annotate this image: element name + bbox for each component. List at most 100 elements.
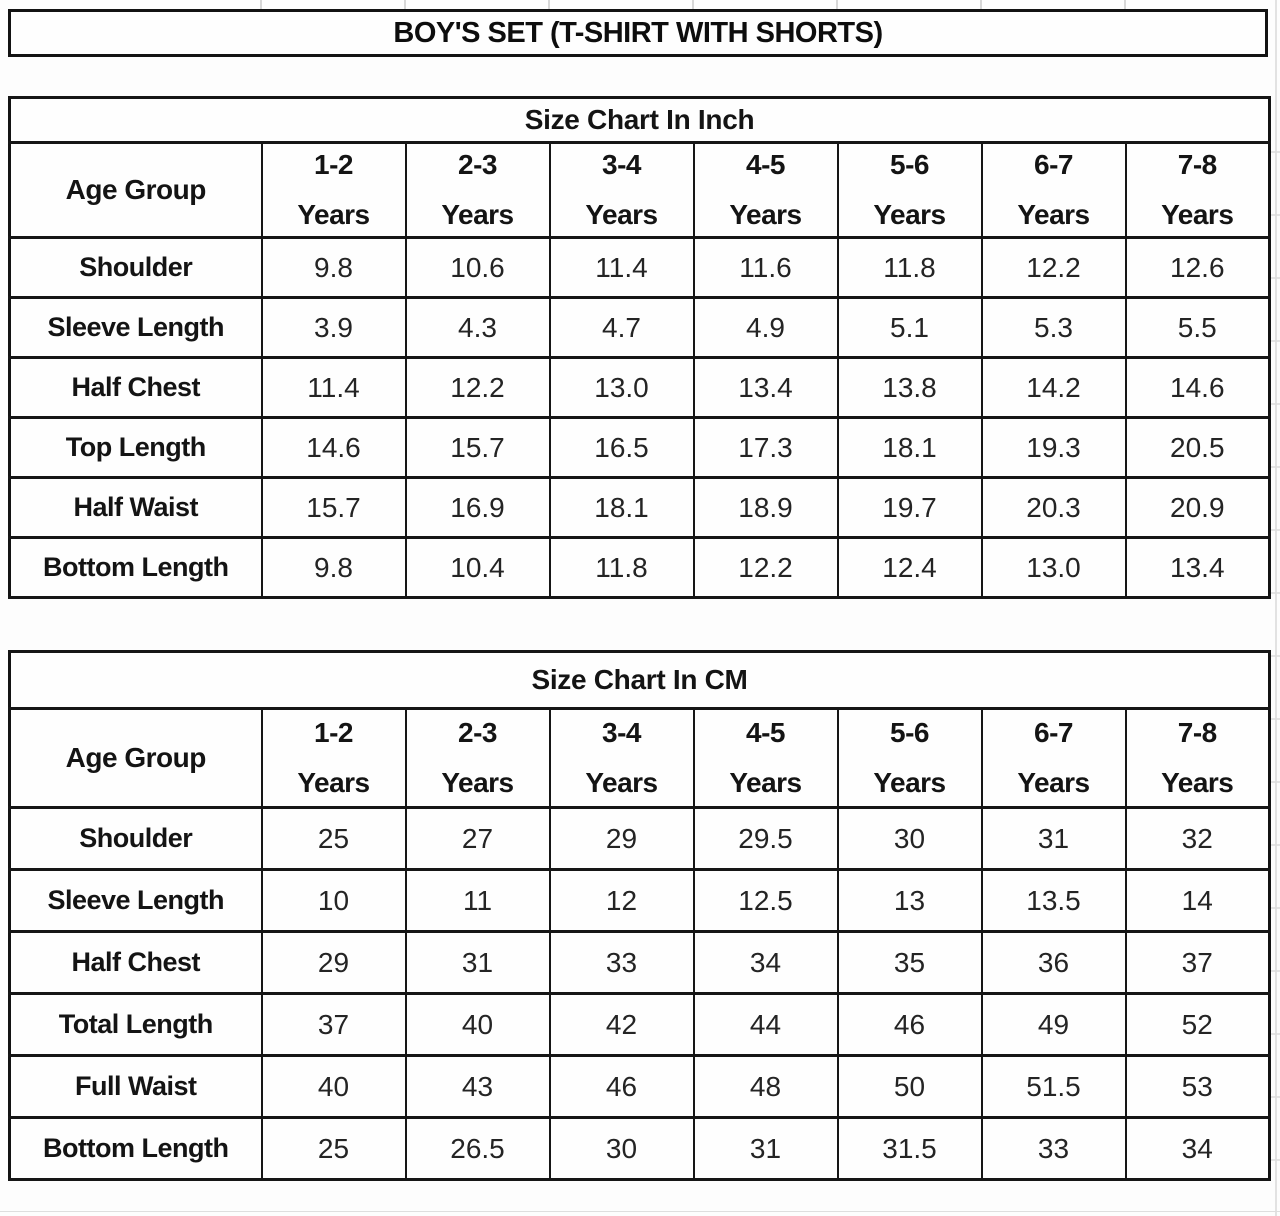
table-heading-cm: Size Chart In CM <box>8 650 1271 710</box>
value-cell: 18.1 <box>548 476 695 539</box>
value-cell: 46 <box>836 992 983 1057</box>
value-cell: 5.1 <box>836 296 983 359</box>
table-row: Half Chest 11.4 12.2 13.0 13.4 13.8 14.2 14.6 <box>8 356 1271 419</box>
table-row: Sleeve Length 10 11 12 12.5 13 13.5 14 <box>8 868 1271 933</box>
age-unit: Years <box>1017 767 1090 798</box>
row-label: Sleeve Length <box>8 868 263 933</box>
value-cell: 19.7 <box>836 476 983 539</box>
table-row: Half Chest 29 31 33 34 35 36 37 <box>8 930 1271 995</box>
value-cell: 12 <box>548 868 695 933</box>
value-cell: 11 <box>404 868 551 933</box>
age-range: 4-5 <box>746 149 785 180</box>
age-group-header: 6-7 Years <box>980 707 1127 809</box>
age-range: 3-4 <box>602 717 641 748</box>
table-body: Shoulder 25 27 29 29.5 30 31 32 Sleeve Length 10 1… <box>8 806 1271 1181</box>
value-cell: 20.9 <box>1124 476 1271 539</box>
table-heading-row: Size Chart In CM <box>8 650 1271 710</box>
gridline-tick <box>692 0 694 9</box>
gridline-tick <box>980 0 982 9</box>
value-cell: 11.4 <box>548 236 695 299</box>
value-cell: 19.3 <box>980 416 1127 479</box>
value-cell: 9.8 <box>260 536 407 599</box>
table-heading-row: Size Chart In Inch <box>8 96 1271 144</box>
table-body: Shoulder 9.8 10.6 11.4 11.6 11.8 12.2 12.6 Sleev… <box>8 236 1271 599</box>
age-range: 7-8 <box>1177 149 1217 180</box>
row-label: Bottom Length <box>8 536 263 599</box>
value-cell: 31 <box>980 806 1127 871</box>
value-cell: 36 <box>980 930 1127 995</box>
value-cell: 13.5 <box>980 868 1127 933</box>
value-cell: 10 <box>260 868 407 933</box>
value-cell: 13.0 <box>980 536 1127 599</box>
spreadsheet-gridline-bottom <box>0 1211 1280 1212</box>
row-label: Half Chest <box>8 356 263 419</box>
age-unit: Years <box>297 199 370 230</box>
row-label: Half Chest <box>8 930 263 995</box>
value-cell: 48 <box>692 1054 839 1119</box>
table-row: Half Waist 15.7 16.9 18.1 18.9 19.7 20.3 20.9 <box>8 476 1271 539</box>
age-unit: Years <box>729 199 802 230</box>
age-unit: Years <box>729 767 802 798</box>
value-cell: 15.7 <box>404 416 551 479</box>
gridline-tick <box>836 0 838 9</box>
age-unit: Years <box>1161 199 1234 230</box>
value-cell: 13 <box>836 868 983 933</box>
value-cell: 4.3 <box>404 296 551 359</box>
value-cell: 3.9 <box>260 296 407 359</box>
age-group-header: 5-6 Years <box>836 707 983 809</box>
value-cell: 13.4 <box>1124 536 1271 599</box>
value-cell: 13.8 <box>836 356 983 419</box>
table-row: Shoulder 9.8 10.6 11.4 11.6 11.8 12.2 12.6 <box>8 236 1271 299</box>
age-unit: Years <box>585 199 658 230</box>
value-cell: 12.2 <box>692 536 839 599</box>
age-group-header: 7-8 Years <box>1124 141 1271 239</box>
value-cell: 16.5 <box>548 416 695 479</box>
gridline-tick <box>1124 0 1126 9</box>
table-row: Bottom Length 9.8 10.4 11.8 12.2 12.4 13.0 13.4 <box>8 536 1271 599</box>
value-cell: 15.7 <box>260 476 407 539</box>
age-unit: Years <box>297 767 370 798</box>
value-cell: 34 <box>692 930 839 995</box>
gridline-tick <box>404 0 406 9</box>
age-group-header: 2-3 Years <box>404 141 551 239</box>
value-cell: 50 <box>836 1054 983 1119</box>
value-cell: 16.9 <box>404 476 551 539</box>
row-label: Half Waist <box>8 476 263 539</box>
value-cell: 52 <box>1124 992 1271 1057</box>
gridline-tick <box>260 0 262 9</box>
age-range: 3-4 <box>602 149 641 180</box>
value-cell: 5.3 <box>980 296 1127 359</box>
row-label: Full Waist <box>8 1054 263 1119</box>
row-label: Top Length <box>8 416 263 479</box>
age-unit: Years <box>873 199 946 230</box>
gridline-tick <box>548 0 550 9</box>
value-cell: 12.2 <box>404 356 551 419</box>
age-range: 4-5 <box>746 717 785 748</box>
value-cell: 29.5 <box>692 806 839 871</box>
value-cell: 18.1 <box>836 416 983 479</box>
value-cell: 14.6 <box>1124 356 1271 419</box>
value-cell: 33 <box>548 930 695 995</box>
table-row: Full Waist 40 43 46 48 50 51.5 53 <box>8 1054 1271 1119</box>
column-header-row: Age Group 1-2 Years 2-3 Years 3-4 Years 4-5 Yea… <box>8 141 1271 239</box>
value-cell: 43 <box>404 1054 551 1119</box>
value-cell: 44 <box>692 992 839 1057</box>
value-cell: 17.3 <box>692 416 839 479</box>
value-cell: 34 <box>1124 1116 1271 1181</box>
value-cell: 11.8 <box>548 536 695 599</box>
table-row: Top Length 14.6 15.7 16.5 17.3 18.1 19.3 20.5 <box>8 416 1271 479</box>
value-cell: 25 <box>260 806 407 871</box>
value-cell: 11.8 <box>836 236 983 299</box>
value-cell: 11.6 <box>692 236 839 299</box>
value-cell: 49 <box>980 992 1127 1057</box>
table-row: Shoulder 25 27 29 29.5 30 31 32 <box>8 806 1271 871</box>
age-range: 5-6 <box>890 149 929 180</box>
value-cell: 12.2 <box>980 236 1127 299</box>
age-group-header: 4-5 Years <box>692 707 839 809</box>
table-row: Total Length 37 40 42 44 46 49 52 <box>8 992 1271 1057</box>
value-cell: 40 <box>260 1054 407 1119</box>
table-row: Sleeve Length 3.9 4.3 4.7 4.9 5.1 5.3 5.5 <box>8 296 1271 359</box>
value-cell: 31 <box>404 930 551 995</box>
value-cell: 27 <box>404 806 551 871</box>
